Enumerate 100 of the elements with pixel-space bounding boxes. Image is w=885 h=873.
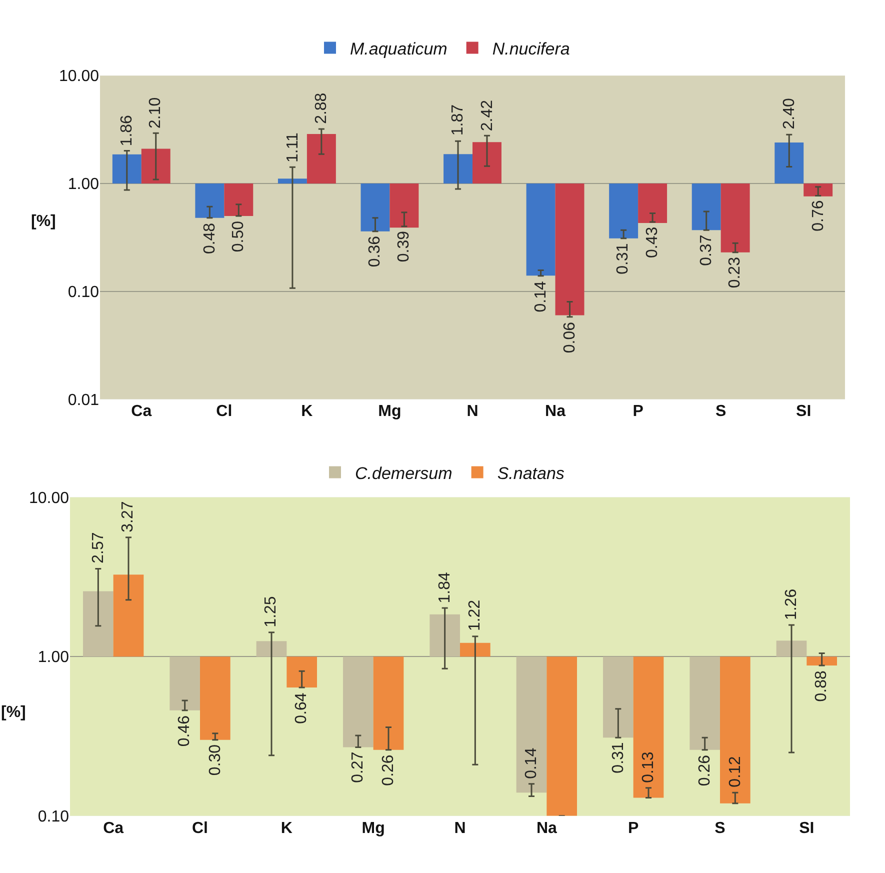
y-tick-label: 1.00 xyxy=(68,176,100,194)
bar xyxy=(555,183,584,316)
bar xyxy=(343,656,374,748)
bar xyxy=(195,183,224,218)
x-tick-label: P xyxy=(632,403,644,420)
bar xyxy=(430,614,460,657)
data-label: 3.27 xyxy=(120,501,137,532)
data-label: 1.87 xyxy=(449,104,466,136)
y-tick-label: 0.01 xyxy=(68,392,100,409)
data-label: 0.31 xyxy=(610,742,628,774)
x-tick-label: Cl xyxy=(216,403,232,420)
data-label: 0.37 xyxy=(698,234,715,266)
data-label: 0.30 xyxy=(206,744,224,776)
data-label: 0.13 xyxy=(640,752,658,783)
bar xyxy=(633,656,664,798)
bar xyxy=(692,183,721,230)
bar xyxy=(460,642,490,657)
data-label: 2.42 xyxy=(478,100,496,132)
bar xyxy=(113,574,144,657)
x-tick-label: K xyxy=(301,403,314,420)
bar xyxy=(638,183,668,224)
x-tick-label: Mg xyxy=(362,820,385,837)
data-label: 2.40 xyxy=(781,98,798,130)
bar xyxy=(603,656,634,738)
data-label: 0.39 xyxy=(395,230,412,262)
data-label: 0.48 xyxy=(201,222,218,254)
data-label: 2.88 xyxy=(312,92,330,124)
y-tick-label: 0.10 xyxy=(38,808,70,826)
data-label: 0.50 xyxy=(230,220,248,252)
bar xyxy=(360,183,390,232)
bar xyxy=(286,656,317,688)
bar xyxy=(776,640,807,657)
data-label: 0.76 xyxy=(810,200,827,232)
x-tick-label: SI xyxy=(799,820,814,837)
legend-label: S.natans xyxy=(497,464,565,483)
data-label: 0.64 xyxy=(292,692,310,724)
data-label: 1.86 xyxy=(118,114,136,146)
y-tick-label: 1.00 xyxy=(38,649,70,666)
data-label: 0.26 xyxy=(696,754,714,786)
bar xyxy=(526,183,556,276)
bar xyxy=(306,134,336,184)
bar xyxy=(804,183,833,196)
data-label: 0.14 xyxy=(532,280,550,312)
bar xyxy=(278,178,307,184)
bar xyxy=(516,656,547,793)
x-tick-label: Ca xyxy=(103,820,124,837)
data-label: 1.11 xyxy=(284,132,302,163)
x-tick-label: Cl xyxy=(192,820,208,837)
bar xyxy=(609,183,638,238)
data-label: 0.14 xyxy=(523,748,540,779)
bar xyxy=(256,641,287,657)
data-label: 0.43 xyxy=(644,226,662,258)
x-tick-label: SI xyxy=(796,403,812,420)
data-label: 0.06 xyxy=(561,322,578,354)
bar xyxy=(720,183,750,252)
data-label: 0.12 xyxy=(727,756,744,788)
data-label: 1.25 xyxy=(262,596,280,628)
bar xyxy=(720,656,750,804)
x-tick-label: P xyxy=(628,820,639,837)
legend-label: C.demersum xyxy=(355,464,452,483)
bar xyxy=(390,183,419,228)
data-label: 1.26 xyxy=(783,588,800,620)
y-tick-label: 10.00 xyxy=(28,490,70,507)
data-label: 0.46 xyxy=(176,715,193,747)
y-axis-title: [%] xyxy=(31,213,56,230)
x-tick-label: Na xyxy=(536,820,557,837)
x-tick-label: S xyxy=(715,403,726,420)
bar xyxy=(224,183,254,216)
data-label: 0.26 xyxy=(380,754,398,786)
x-tick-label: Na xyxy=(545,403,566,420)
bar xyxy=(806,656,837,666)
bar xyxy=(112,154,142,184)
data-label: 2.10 xyxy=(147,97,164,129)
bar xyxy=(170,656,200,710)
y-axis-title: [%] xyxy=(1,704,26,721)
y-tick-label: 10.00 xyxy=(58,68,100,86)
bar xyxy=(444,154,472,184)
legend-label: N.nucifera xyxy=(492,39,570,58)
x-tick-label: S xyxy=(714,820,726,837)
y-tick-label: 0.10 xyxy=(68,284,100,301)
data-label: 0.36 xyxy=(366,236,384,268)
x-tick-label: N xyxy=(466,403,478,420)
bar xyxy=(83,591,114,657)
bar xyxy=(472,142,502,184)
data-label: 1.22 xyxy=(466,600,484,632)
data-label: 2.57 xyxy=(90,532,107,564)
x-tick-label: Ca xyxy=(131,403,152,420)
bar xyxy=(200,656,230,740)
x-tick-label: Mg xyxy=(378,403,402,420)
data-label: 0.88 xyxy=(812,670,830,702)
data-label: 0.23 xyxy=(726,256,744,288)
bar xyxy=(690,656,720,750)
x-tick-label: K xyxy=(280,820,293,837)
legend-label: M.aquaticum xyxy=(350,39,448,58)
bar xyxy=(546,656,577,816)
data-label: 1.84 xyxy=(436,572,454,604)
data-label: 0.27 xyxy=(349,752,366,783)
bar xyxy=(774,142,804,184)
data-label: 0.31 xyxy=(614,243,632,274)
x-tick-label: N xyxy=(454,820,466,837)
